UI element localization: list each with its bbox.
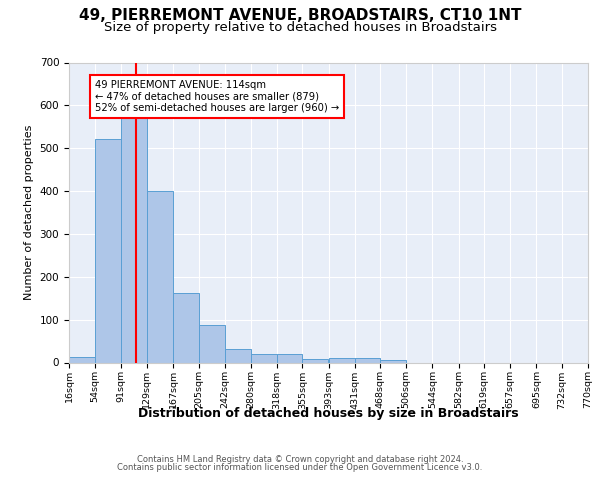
Text: 49 PIERREMONT AVENUE: 114sqm
← 47% of detached houses are smaller (879)
52% of s: 49 PIERREMONT AVENUE: 114sqm ← 47% of de… <box>95 80 340 113</box>
Bar <box>329 358 355 362</box>
Bar <box>251 354 277 362</box>
Y-axis label: Number of detached properties: Number of detached properties <box>24 125 34 300</box>
Bar <box>199 325 224 362</box>
Bar <box>277 354 302 362</box>
Text: Contains public sector information licensed under the Open Government Licence v3: Contains public sector information licen… <box>118 464 482 472</box>
Text: Size of property relative to detached houses in Broadstairs: Size of property relative to detached ho… <box>104 21 497 34</box>
Bar <box>95 139 121 362</box>
Bar <box>302 359 329 362</box>
Bar <box>69 357 95 362</box>
Bar <box>147 190 173 362</box>
Bar <box>173 292 199 362</box>
Bar <box>355 358 380 362</box>
Bar <box>121 114 147 362</box>
Text: Distribution of detached houses by size in Broadstairs: Distribution of detached houses by size … <box>139 408 519 420</box>
Text: 49, PIERREMONT AVENUE, BROADSTAIRS, CT10 1NT: 49, PIERREMONT AVENUE, BROADSTAIRS, CT10… <box>79 8 521 22</box>
Bar <box>380 360 406 362</box>
Text: Contains HM Land Registry data © Crown copyright and database right 2024.: Contains HM Land Registry data © Crown c… <box>137 455 463 464</box>
Bar <box>224 349 251 362</box>
